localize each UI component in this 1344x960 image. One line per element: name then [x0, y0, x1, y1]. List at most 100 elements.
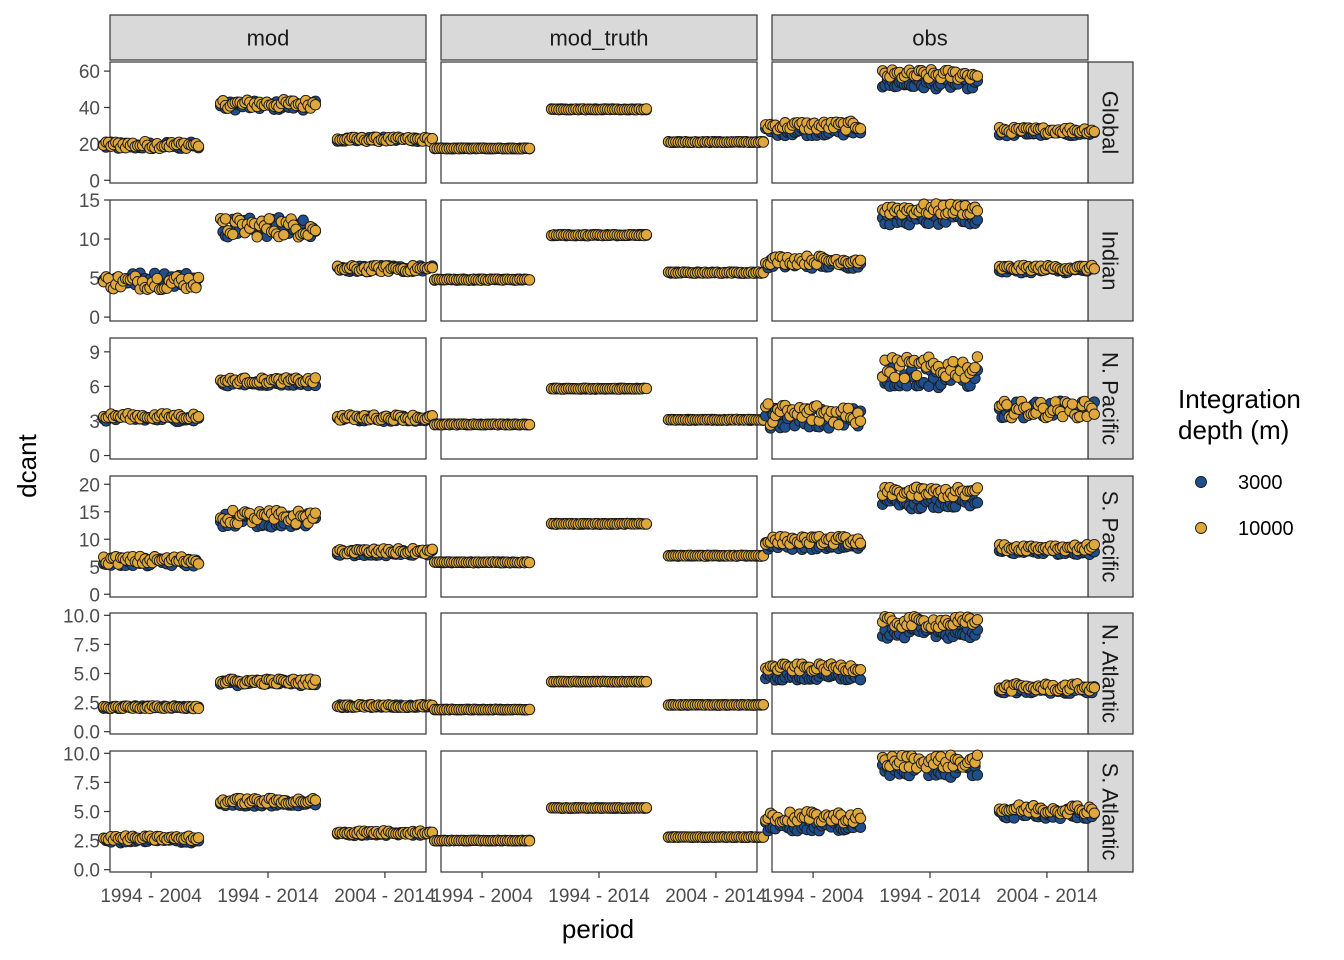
y-tick-label: 15: [79, 191, 100, 212]
panel-border: [440, 612, 758, 735]
data-point: [971, 351, 984, 363]
data-point: [309, 372, 322, 384]
legend-title: depth (m): [1178, 415, 1289, 445]
strip-label-s-atlantic: S. Atlantic: [1098, 763, 1123, 861]
data-point: [1088, 408, 1100, 420]
y-tick-label: 10: [79, 530, 100, 551]
data-point: [523, 556, 536, 569]
data-point: [854, 415, 867, 427]
data-point: [151, 272, 163, 285]
data-point: [192, 140, 205, 152]
y-tick-label: 0: [89, 447, 100, 468]
strip-label-n-atlantic: N. Atlantic: [1098, 624, 1123, 723]
data-point: [842, 402, 854, 415]
data-point: [640, 382, 653, 395]
panel-mod-indian: [98, 199, 438, 322]
strip-label-global: Global: [1098, 91, 1123, 155]
legend-title: Integration: [1178, 384, 1301, 414]
data-point: [910, 369, 923, 382]
data-point: [971, 496, 984, 509]
data-point: [854, 537, 867, 549]
y-tick-label: 5: [89, 558, 100, 579]
panel-border: [440, 61, 758, 184]
legend-label-3000: 3000: [1238, 472, 1283, 494]
y-tick-label: 0: [89, 308, 100, 329]
y-tick-label: 0: [89, 171, 100, 192]
y-tick-label: 20: [79, 135, 100, 156]
data-point: [426, 132, 438, 145]
y-tick-label: 0.0: [74, 861, 100, 882]
x-tick-label: 1994 - 2014: [548, 886, 650, 907]
x-tick-label: 1994 - 2004: [762, 886, 864, 907]
panel-mod-truth-n-pacific: [429, 337, 769, 460]
data-point: [523, 142, 536, 155]
data-point: [971, 614, 984, 626]
data-point: [309, 99, 322, 111]
y-tick-label: 2.5: [74, 832, 100, 853]
data-point: [854, 664, 867, 676]
panel-grid: mod mod_truth obsGlobal0204060Indian051015…: [63, 14, 1134, 907]
panel-mod-truth-indian: [429, 199, 769, 322]
data-point: [309, 674, 322, 686]
strip-label-obs: obs: [912, 26, 947, 51]
data-point: [889, 371, 901, 384]
panel-mod-truth-s-pacific: [429, 475, 769, 598]
panel-mod-n-atlantic: [98, 612, 438, 735]
panel-mod-truth-n-atlantic: [429, 612, 769, 735]
data-point: [832, 419, 845, 431]
strip-global: [1087, 61, 1134, 184]
data-point: [523, 703, 536, 716]
y-tick-label: 20: [79, 475, 100, 496]
x-tick-label: 2004 - 2014: [665, 886, 767, 907]
y-tick-label: 7.5: [74, 635, 100, 656]
data-point: [1088, 263, 1100, 275]
x-tick-label: 2004 - 2014: [996, 886, 1098, 907]
x-axis-label: period: [562, 914, 634, 944]
legend-label-10000: 10000: [1238, 518, 1294, 540]
data-point: [309, 224, 322, 237]
y-axis-label: dcant: [12, 433, 42, 497]
y-tick-label: 15: [79, 503, 100, 524]
data-point: [309, 507, 322, 519]
data-point: [854, 674, 867, 686]
panel-mod-s-atlantic: [98, 750, 438, 873]
data-point: [192, 411, 205, 423]
y-tick-label: 5.0: [74, 803, 100, 824]
data-point: [192, 832, 205, 844]
data-point: [971, 749, 984, 761]
x-tick-label: 1994 - 2014: [217, 886, 319, 907]
data-point: [971, 205, 984, 217]
y-tick-label: 0: [89, 585, 100, 606]
panel-border: [440, 199, 758, 322]
y-tick-label: 10: [79, 230, 100, 251]
x-tick-label: 1994 - 2014: [879, 886, 981, 907]
x-tick-label: 1994 - 2004: [100, 886, 202, 907]
y-tick-label: 60: [79, 62, 100, 83]
x-tick-label: 2004 - 2014: [334, 886, 436, 907]
data-point: [297, 214, 309, 226]
data-point: [1088, 807, 1100, 819]
y-tick-label: 40: [79, 98, 100, 119]
data-point: [426, 262, 438, 274]
data-point: [640, 103, 653, 115]
data-point: [898, 372, 911, 385]
y-tick-label: 0.0: [74, 723, 100, 744]
data-point: [640, 676, 653, 688]
data-point: [854, 123, 867, 135]
data-point: [1088, 125, 1100, 138]
data-point: [947, 356, 959, 368]
strip-mod-truth: [440, 14, 758, 61]
panel-obs-indian: [760, 198, 1100, 322]
data-point: [190, 282, 202, 294]
data-point: [309, 794, 322, 806]
y-tick-label: 6: [89, 377, 100, 398]
data-point: [640, 518, 653, 530]
panel-mod-truth-global: [429, 61, 769, 184]
data-point: [523, 419, 536, 431]
strip-label-mod-truth: mod_truth: [549, 26, 648, 51]
x-tick-label: 1994 - 2004: [431, 886, 533, 907]
data-point: [762, 398, 774, 410]
panel-obs-global: [760, 61, 1100, 184]
data-point: [1088, 538, 1100, 551]
data-point: [971, 769, 984, 781]
